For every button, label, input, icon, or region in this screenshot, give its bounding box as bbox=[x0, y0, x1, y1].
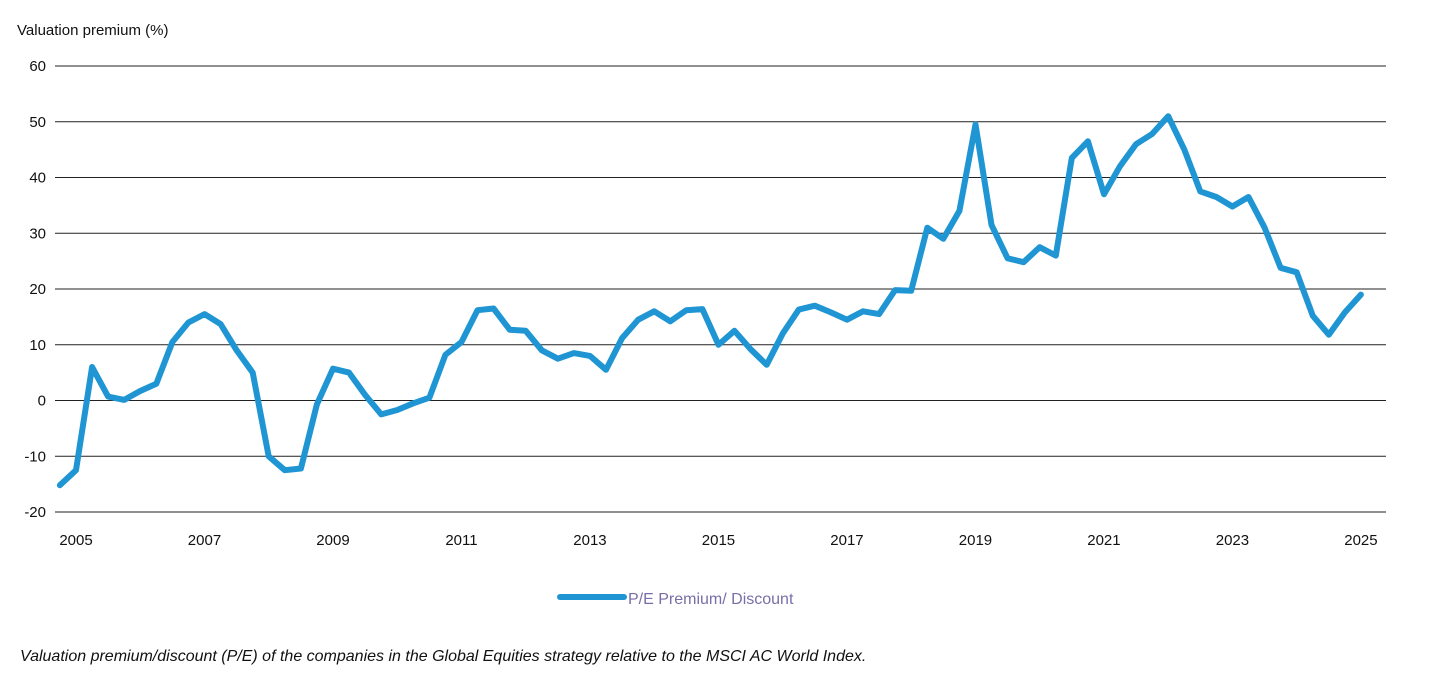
y-tick-label: 10 bbox=[29, 337, 46, 354]
y-tick-label: 0 bbox=[38, 393, 46, 410]
gridlines bbox=[55, 65, 1386, 513]
legend-label: P/E Premium/ Discount bbox=[628, 591, 794, 608]
legend: P/E Premium/ Discount bbox=[557, 591, 794, 608]
y-tick-label: 30 bbox=[29, 225, 46, 242]
series-line-0 bbox=[56, 113, 1364, 489]
y-tick-label: 50 bbox=[29, 114, 46, 131]
x-axis-ticks: 2005 2007 2009 2011 2013 2015 2017 2019 2021 2023… bbox=[59, 532, 1377, 549]
y-tick-label: 40 bbox=[29, 170, 46, 187]
y-tick-label: 20 bbox=[29, 281, 46, 298]
series-group bbox=[56, 113, 1364, 489]
y-axis-ticks: 60 50 40 30 20 10 0 -10 -20 bbox=[24, 58, 46, 521]
y-axis-label: Valuation premium (%) bbox=[17, 22, 168, 39]
x-tick-label: 2009 bbox=[316, 532, 349, 549]
y-tick-label: 60 bbox=[29, 58, 46, 75]
x-tick-label: 2013 bbox=[573, 532, 606, 549]
x-tick-label: 2007 bbox=[188, 532, 221, 549]
x-tick-label: 2005 bbox=[59, 532, 92, 549]
x-tick-label: 2011 bbox=[445, 532, 477, 549]
y-tick-label: -10 bbox=[24, 448, 46, 465]
x-tick-label: 2017 bbox=[830, 532, 863, 549]
x-tick-label: 2021 bbox=[1087, 532, 1120, 549]
chart-caption: Valuation premium/discount (P/E) of the … bbox=[20, 648, 867, 665]
x-tick-label: 2015 bbox=[702, 532, 735, 549]
x-tick-label: 2025 bbox=[1344, 532, 1377, 549]
y-tick-label: -20 bbox=[24, 504, 46, 521]
x-tick-label: 2019 bbox=[959, 532, 992, 549]
x-tick-label: 2023 bbox=[1216, 532, 1249, 549]
